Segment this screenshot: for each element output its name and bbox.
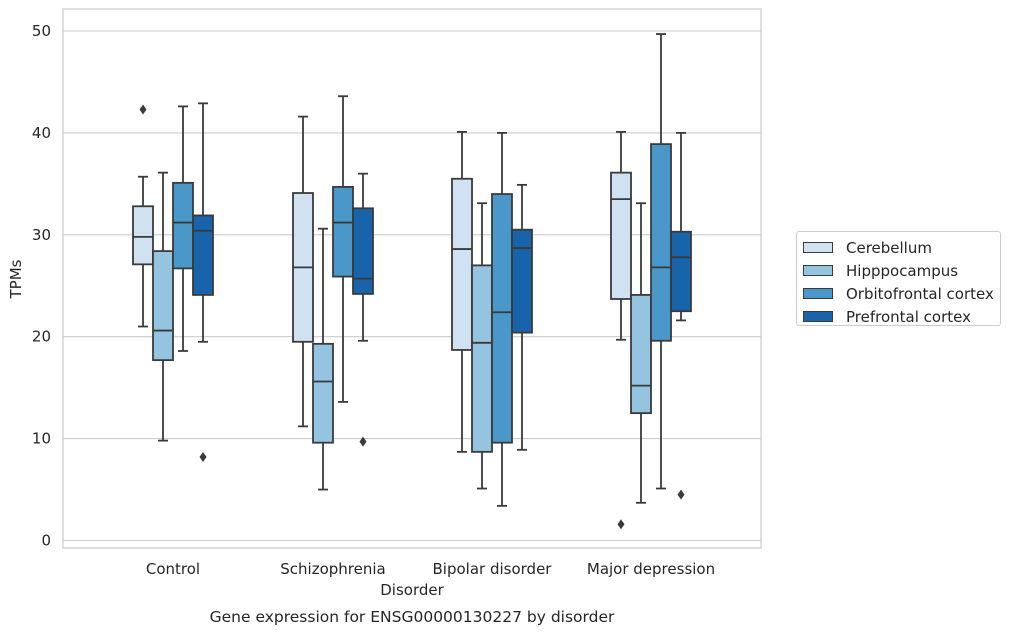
legend-item: Hipppocampus	[803, 259, 1000, 282]
box-bipolar-disorder-hipppocampus	[471, 202, 493, 490]
chart-title: Gene expression for ENSG00000130227 by d…	[210, 608, 615, 626]
legend-swatch	[803, 265, 833, 276]
box-major-depression-orbitofrontal-cortex	[650, 33, 672, 490]
box-control-hipppocampus	[152, 171, 174, 442]
box-iqr	[471, 264, 493, 453]
box-iqr	[132, 205, 154, 266]
outlier-point	[617, 519, 625, 530]
box-bipolar-disorder-orbitofrontal-cortex	[491, 131, 513, 507]
outlier-point	[199, 451, 207, 462]
legend-label: Cerebellum	[846, 238, 932, 257]
box-control-cerebellum	[132, 104, 154, 328]
box-iqr	[172, 181, 194, 270]
x-tick-label: Major depression	[587, 560, 715, 578]
box-iqr	[670, 230, 692, 313]
x-tick-label: Control	[146, 560, 200, 578]
outlier-point	[359, 436, 367, 447]
box-iqr	[192, 214, 214, 296]
box-iqr	[650, 143, 672, 342]
y-tick-label: 20	[32, 328, 51, 346]
outlier-point	[139, 104, 147, 115]
x-tick-labels: Control Schizophrenia Bipolar disorder Majo…	[146, 560, 715, 578]
legend-label: Hipppocampus	[846, 261, 959, 280]
box-bipolar-disorder-cerebellum	[451, 130, 473, 453]
x-tick-label: Schizophrenia	[280, 560, 385, 578]
x-axis-label: Disorder	[380, 581, 444, 599]
legend: Cerebellum Hipppocampus Orbitofrontal cort…	[796, 231, 1001, 326]
y-tick-label: 40	[32, 124, 51, 142]
x-tick-label: Bipolar disorder	[433, 560, 553, 578]
box-control-orbitofrontal-cortex	[172, 105, 194, 352]
box-iqr	[511, 228, 533, 334]
box-control-prefrontal-cortex	[192, 102, 214, 462]
box-iqr	[332, 186, 354, 278]
legend-swatch	[803, 311, 833, 322]
y-axis-label: TPMs	[7, 259, 25, 299]
legend-item: Cerebellum	[803, 236, 1000, 259]
boxes	[132, 33, 692, 530]
box-major-depression-cerebellum	[610, 130, 632, 530]
box-schizophrenia-prefrontal-cortex	[352, 172, 374, 447]
box-bipolar-disorder-prefrontal-cortex	[511, 183, 533, 451]
legend-label: Prefrontal cortex	[846, 307, 971, 326]
legend-item: Prefrontal cortex	[803, 305, 1000, 328]
y-tick-label: 0	[41, 532, 51, 550]
plot-frame	[62, 8, 762, 549]
outlier-point	[677, 489, 685, 500]
y-tick-labels: 0 10 20 30 40 50	[32, 22, 51, 550]
legend-item: Orbitofrontal cortex	[803, 282, 1000, 305]
legend-swatch	[803, 288, 833, 299]
box-schizophrenia-orbitofrontal-cortex	[332, 95, 354, 403]
box-iqr	[491, 193, 513, 444]
box-iqr	[610, 171, 632, 300]
box-iqr	[352, 207, 374, 295]
box-iqr	[152, 250, 174, 362]
box-iqr	[312, 342, 334, 444]
legend-label: Orbitofrontal cortex	[846, 284, 994, 303]
legend-swatch	[803, 242, 833, 253]
box-schizophrenia-hipppocampus	[312, 227, 334, 491]
box-iqr	[451, 177, 473, 351]
y-tick-label: 50	[32, 22, 51, 40]
box-major-depression-prefrontal-cortex	[670, 131, 692, 500]
box-major-depression-hipppocampus	[630, 202, 652, 504]
box-schizophrenia-cerebellum	[292, 115, 314, 428]
box-iqr	[630, 294, 652, 415]
y-tick-label: 10	[32, 430, 51, 448]
y-tick-label: 30	[32, 226, 51, 244]
